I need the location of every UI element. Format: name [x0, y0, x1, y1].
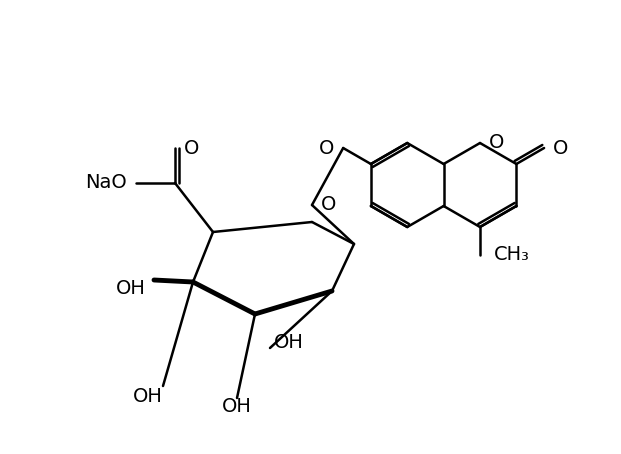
Text: OH: OH	[133, 386, 163, 405]
Text: O: O	[321, 196, 337, 214]
Text: O: O	[184, 138, 199, 158]
Text: OH: OH	[274, 334, 304, 352]
Text: NaO: NaO	[85, 173, 127, 192]
Text: OH: OH	[116, 278, 146, 297]
Text: CH₃: CH₃	[494, 246, 530, 265]
Text: OH: OH	[222, 396, 252, 415]
Text: O: O	[489, 133, 504, 153]
Text: O: O	[553, 138, 568, 158]
Text: O: O	[319, 138, 334, 158]
